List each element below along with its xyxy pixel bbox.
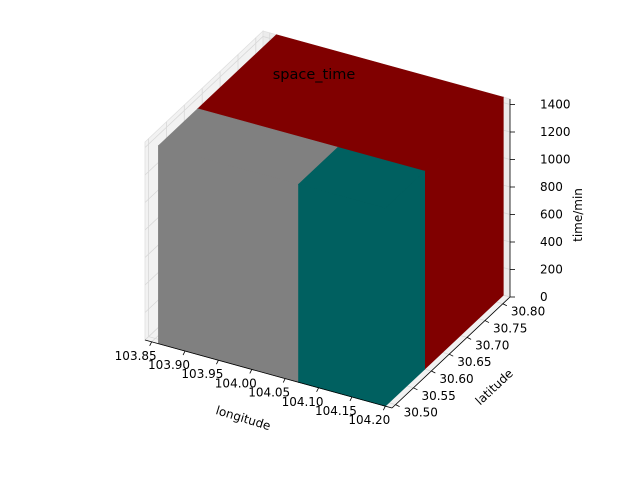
- tick-labels: 103.85103.90103.95104.00104.05104.10104.…: [115, 98, 571, 428]
- z-tick-label: 800: [540, 180, 563, 194]
- y-tick-mark: [431, 370, 436, 374]
- x-tick-mark: [349, 396, 353, 402]
- y-tick-mark: [413, 387, 418, 391]
- box-front-face: [158, 145, 299, 383]
- z-axis-label: time/min: [571, 188, 585, 242]
- y-tick-label: 30.80: [511, 305, 545, 319]
- x-tick-label: 104.20: [348, 413, 390, 427]
- x-tick-label: 104.15: [315, 404, 357, 418]
- x-tick-label: 104.10: [282, 395, 324, 409]
- x-tick-mark: [182, 350, 186, 356]
- x-tick-mark: [216, 360, 219, 365]
- x-axis-line: [144, 339, 393, 409]
- z-tick-label: 0: [540, 290, 548, 304]
- data-box-1: [297, 146, 426, 407]
- y-tick-mark: [395, 404, 400, 407]
- x-tick-mark: [249, 369, 253, 374]
- y-tick-mark: [449, 353, 454, 357]
- axis-lines: [144, 99, 515, 411]
- z-tick-label: 400: [540, 235, 563, 249]
- x-axis-label: longitude: [214, 403, 272, 433]
- z-tick-label: 1400: [540, 98, 571, 112]
- z-tick-label: 600: [540, 208, 563, 222]
- chart-title: space_time: [273, 67, 356, 83]
- x-tick-mark: [316, 387, 319, 392]
- x-tick-mark: [149, 341, 153, 347]
- x-tick-mark: [282, 378, 286, 383]
- box-side-face: [384, 170, 426, 407]
- y-tick-label: 30.70: [475, 338, 509, 352]
- y-tick-label: 30.75: [493, 322, 527, 336]
- x-tick-label: 104.00: [215, 376, 257, 390]
- x-tick-mark: [382, 405, 386, 411]
- z-tick-label: 1000: [540, 153, 571, 167]
- x-tick-label: 104.05: [248, 386, 290, 400]
- y-tick-label: 30.55: [421, 389, 455, 403]
- y-tick-mark: [466, 337, 472, 340]
- box-front-face: [298, 183, 386, 407]
- z-tick-label: 1200: [540, 125, 571, 139]
- x-tick-label: 103.85: [115, 349, 157, 363]
- y-tick-label: 30.60: [439, 372, 473, 386]
- y-tick-label: 30.65: [457, 355, 491, 369]
- y-axis-line: [391, 296, 511, 409]
- data-boxes: [157, 34, 504, 407]
- x-tick-label: 103.90: [148, 358, 190, 372]
- y-tick-mark: [502, 303, 508, 307]
- y-tick-mark: [484, 320, 490, 323]
- y-tick-label: 30.50: [404, 406, 438, 420]
- z-tick-label: 200: [540, 263, 563, 277]
- y-axis-label: latitude: [473, 366, 516, 408]
- x-tick-label: 103.95: [181, 367, 223, 381]
